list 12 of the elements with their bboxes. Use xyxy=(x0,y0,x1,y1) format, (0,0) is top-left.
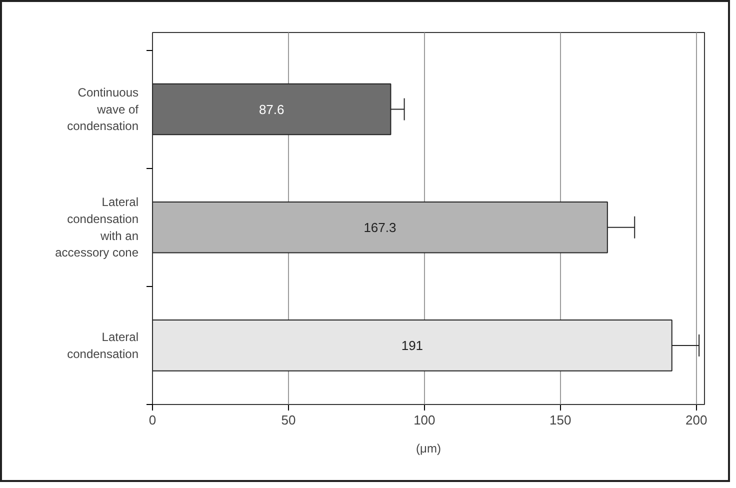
data-label: 87.6 xyxy=(258,102,284,117)
data-label: 167.3 xyxy=(364,220,396,235)
y-tick-label: Lateral condensation xyxy=(67,330,139,361)
x-tick-label: 150 xyxy=(550,412,572,428)
x-tick-label: 50 xyxy=(281,412,296,428)
x-tick-label: 100 xyxy=(414,412,436,428)
x-axis-title: (μm) xyxy=(416,442,441,456)
y-tick-label: Continuous wave of condensation xyxy=(67,85,140,134)
x-tick-label: 200 xyxy=(685,412,708,428)
data-label: 191 xyxy=(401,338,424,353)
x-tick-label: 0 xyxy=(148,412,156,428)
y-tick-label: Lateral condensation with an accessory cone xyxy=(55,195,139,260)
